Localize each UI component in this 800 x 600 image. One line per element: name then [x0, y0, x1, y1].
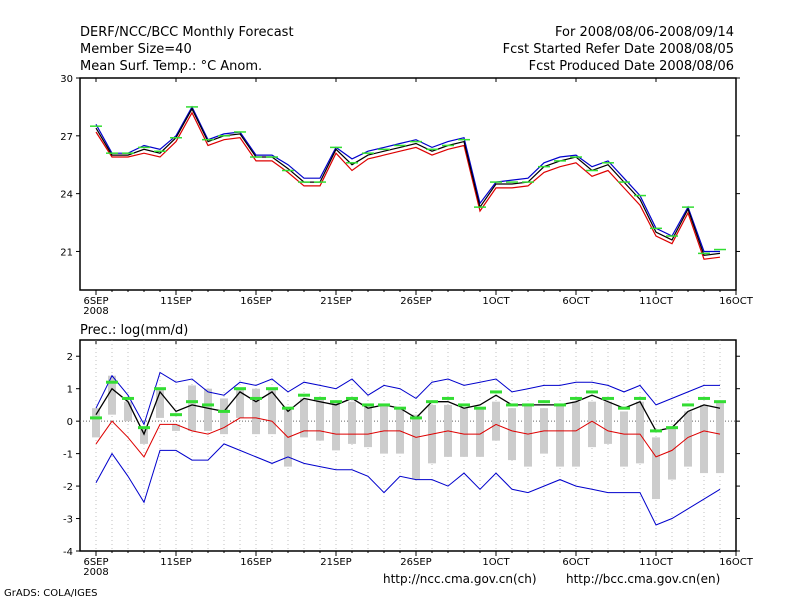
grads-credit: GrADS: COLA/IGES [4, 588, 98, 599]
temp-xtick-label: 11SEP [160, 296, 191, 307]
prec-lower-bound-line [95, 417, 721, 458]
prec-spread-bar [108, 375, 116, 415]
url-chinese[interactable]: http://ncc.cma.gov.cn(ch) [383, 572, 537, 586]
forecast-period: For 2008/08/06-2008/09/14 [555, 25, 734, 40]
prec-spread-bar [124, 401, 132, 422]
prec-ensemble-mean-line [95, 387, 721, 436]
prec-spread-bar [460, 408, 468, 457]
prec-spread-bar [668, 427, 676, 480]
temp-xtick-label: 1OCT [482, 296, 510, 307]
prec-ytick-label: 0 [67, 417, 73, 428]
prec-spread-bar [412, 414, 420, 480]
temp-ytick-label: 21 [60, 247, 73, 258]
prec-spread-bar [92, 408, 100, 438]
prec-spread-bar [348, 401, 356, 444]
temp-lower-bound-line [95, 111, 721, 260]
temp-xtick-label: 11OCT [639, 296, 674, 307]
prec-xtick-label: 21SEP [320, 557, 351, 568]
prec-panel-title: Prec.: log(mm/d) [80, 323, 188, 338]
url-english[interactable]: http://bcc.cma.gov.cn(en) [566, 572, 721, 586]
forecast-title: DERF/NCC/BCC Monthly Forecast [80, 25, 294, 40]
temp-year-label: 2008 [83, 306, 108, 317]
prec-ytick-label: -4 [63, 547, 73, 558]
prec-spread-bar [332, 401, 340, 451]
prec-ytick-label: -1 [63, 450, 73, 461]
prec-xtick-label: 1OCT [482, 557, 510, 568]
prec-year-label: 2008 [83, 567, 108, 578]
prec-spread-bar [172, 424, 180, 431]
prec-spread-bar [380, 404, 388, 454]
prec-spread-bar [492, 401, 500, 441]
temp-ytick-label: 30 [60, 74, 73, 85]
variable-label: Mean Surf. Temp.: °C Anom. [80, 59, 263, 74]
prec-spread-bar [140, 427, 148, 444]
temp-ensemble-mean-line [95, 107, 721, 256]
prec-ytick-label: 1 [67, 385, 73, 396]
prec-spread-bar [588, 401, 596, 448]
prec-xtick-label: 26SEP [400, 557, 431, 568]
prec-spread-bar [476, 408, 484, 457]
prec-spread-bar [236, 388, 244, 418]
temp-xtick-label: 6OCT [562, 296, 590, 307]
prec-xtick-label: 16SEP [240, 557, 271, 568]
prec-spread-bar [268, 388, 276, 435]
prec-spread-bar [716, 401, 724, 474]
member-size: Member Size=40 [80, 42, 192, 57]
forecast-start-date: Fcst Started Refer Date 2008/08/05 [502, 42, 734, 57]
temp-xtick-label: 26SEP [400, 296, 431, 307]
prec-spread-bar [300, 398, 308, 438]
temp-xtick-label: 16OCT [719, 296, 754, 307]
forecast-produced-date: Fcst Produced Date 2008/08/06 [528, 59, 734, 74]
prec-ytick-label: -2 [63, 482, 73, 493]
prec-spread-bar [188, 385, 196, 431]
prec-spread-bar [364, 404, 372, 448]
prec-spread-bar [652, 437, 660, 500]
prec-spread-bar [684, 411, 692, 467]
prec-xtick-label: 11OCT [639, 557, 674, 568]
temp-ytick-label: 24 [60, 190, 73, 201]
prec-ytick-label: 2 [67, 352, 73, 363]
prec-upper-bound-line [95, 371, 720, 426]
prec-spread-bar [316, 398, 324, 441]
temp-frame [79, 77, 737, 291]
prec-spread-bar [620, 411, 628, 467]
prec-xtick-label: 16OCT [719, 557, 754, 568]
prec-spread-bar [524, 404, 532, 467]
prec-spread-bar [604, 401, 612, 444]
prec-spread-bar [156, 388, 164, 418]
temp-xtick-label: 6SEP [83, 296, 108, 307]
prec-spread-bar [572, 401, 580, 467]
temp-ytick-label: 27 [60, 132, 73, 143]
temp-xtick-label: 16SEP [240, 296, 271, 307]
prec-ytick-label: -3 [63, 515, 73, 526]
prec-spread-bar [556, 404, 564, 467]
prec-xtick-label: 11SEP [160, 557, 191, 568]
prec-spread-bar [636, 401, 644, 464]
prec-xtick-label: 6SEP [83, 557, 108, 568]
prec-xtick-label: 6OCT [562, 557, 590, 568]
temp-upper-bound-line [95, 105, 720, 253]
prec-frame [79, 339, 737, 552]
prec-spread-bar [700, 404, 708, 474]
prec-spread-bar [220, 398, 228, 435]
prec-minimum-line [95, 443, 721, 526]
prec-spread-bar [508, 408, 516, 461]
prec-spread-bar [204, 388, 212, 431]
prec-spread-bar [252, 388, 260, 435]
temp-xtick-label: 21SEP [320, 296, 351, 307]
